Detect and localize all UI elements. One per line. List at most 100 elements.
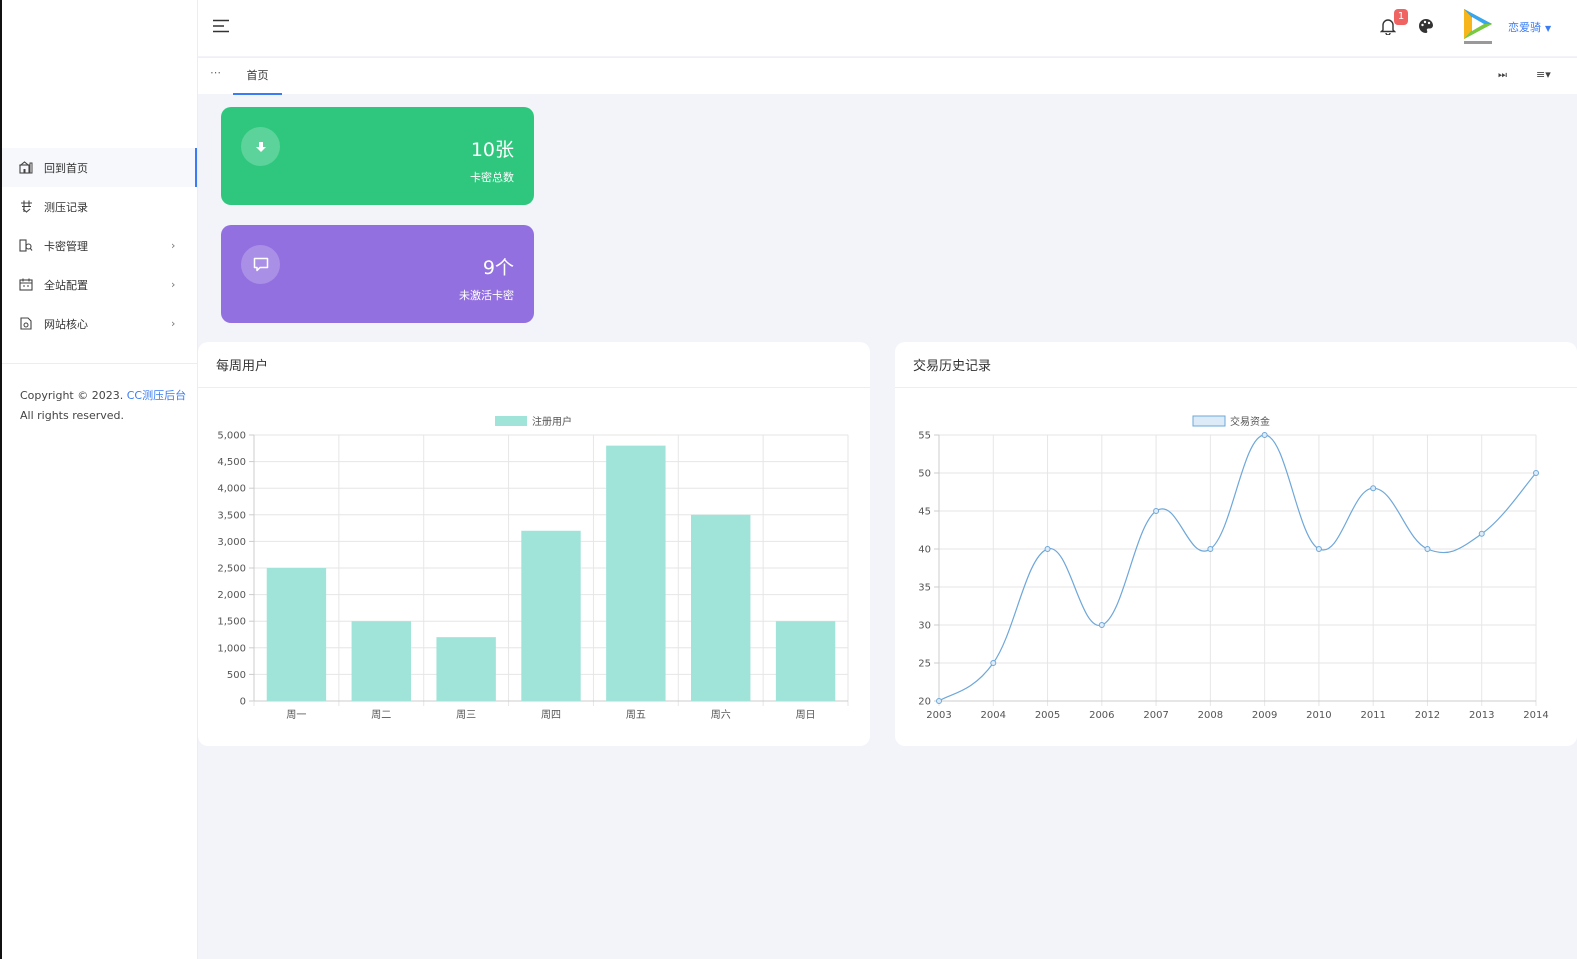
- palette-icon[interactable]: [1418, 18, 1436, 36]
- x-tick-label: 2009: [1252, 710, 1277, 721]
- y-tick-label: 2,000: [217, 590, 246, 601]
- y-tick-label: 30: [918, 621, 931, 632]
- sidebar-item-home[interactable]: 回到首页: [2, 148, 197, 187]
- y-tick-label: 50: [918, 469, 931, 480]
- sidebar-item-site-config[interactable]: 全站配置 ›: [2, 265, 197, 304]
- y-tick-label: 2,500: [217, 564, 246, 575]
- y-tick-label: 5,000: [217, 431, 246, 442]
- weekly-users-chart: 0 500 1,000 1,500 2,000 2,500 3,000 3,500 4,000 4…: [217, 415, 849, 721]
- x-tick-label: 2003: [926, 710, 951, 721]
- document-icon: [18, 316, 34, 332]
- legend-label: 交易资金: [1230, 415, 1270, 428]
- x-tick-label: 2004: [981, 710, 1006, 721]
- x-tick-label: 2007: [1143, 710, 1168, 721]
- calendar-icon: [18, 277, 34, 293]
- chevron-right-icon: ›: [171, 239, 176, 252]
- chevron-right-icon: ›: [171, 317, 176, 330]
- tab-bar: ⋯ 首页 ⏭ ≡▾: [198, 57, 1577, 95]
- notification-badge: 1: [1394, 9, 1408, 25]
- bar: [436, 637, 496, 701]
- bar: [775, 621, 836, 701]
- logo-area: [2, 0, 197, 100]
- bar: [521, 530, 581, 701]
- y-tick-label: 55: [918, 431, 931, 442]
- legend-label: 注册用户: [532, 415, 572, 428]
- sidebar-item-label: 回到首页: [44, 161, 88, 175]
- card-title: 交易历史记录: [895, 342, 1577, 388]
- data-point: [1153, 508, 1160, 514]
- y-tick-label: 20: [918, 697, 931, 708]
- y-tick-label: 40: [918, 545, 931, 556]
- weekly-users-card: 每周用户 0 500 1,000 1,500 2,000 2,500 3,000 3,500 4…: [198, 342, 870, 746]
- copyright-brand-link[interactable]: CC测压后台: [126, 389, 187, 402]
- y-tick-label: 35: [918, 583, 931, 594]
- legend-swatch: [495, 416, 527, 426]
- copyright-prefix: Copyright © 2023.: [20, 389, 124, 402]
- x-tick-label: 周日: [796, 709, 816, 721]
- stat-value: 9个: [482, 257, 514, 279]
- username-label: 恋爱骑: [1508, 21, 1541, 34]
- message-icon: [241, 245, 280, 284]
- y-tick-label: 3,000: [217, 537, 246, 548]
- bar: [266, 568, 327, 701]
- x-tick-label: 2005: [1035, 710, 1060, 721]
- data-point: [1370, 485, 1377, 492]
- y-tick-label: 3,500: [217, 510, 246, 521]
- sidebar-item-label: 卡密管理: [44, 239, 88, 253]
- x-tick-label: 2010: [1306, 710, 1331, 721]
- sidebar-item-label: 网站核心: [44, 317, 88, 331]
- window-edge: [0, 0, 2, 959]
- stat-value: 10张: [470, 139, 514, 161]
- tab-home[interactable]: 首页: [233, 58, 282, 95]
- x-tick-label: 2012: [1415, 710, 1440, 721]
- sidebar-nav: 回到首页 测压记录 卡密管理 › 全站配置 ›: [2, 148, 197, 343]
- bar: [691, 514, 751, 701]
- stat-card-total-cards: 10张 卡密总数: [221, 107, 534, 205]
- stat-label: 卡密总数: [470, 171, 514, 184]
- series-line: [938, 434, 1537, 702]
- x-tick-label: 2008: [1198, 710, 1223, 721]
- data-point: [990, 660, 997, 666]
- bar: [351, 621, 411, 701]
- bell-icon[interactable]: [1379, 17, 1398, 37]
- x-tick-label: 周四: [541, 709, 561, 721]
- menu-toggle-icon[interactable]: [212, 18, 232, 36]
- tab-scroll-right-button[interactable]: ⏭: [1498, 70, 1507, 81]
- data-point: [1533, 470, 1539, 476]
- y-tick-label: 500: [227, 670, 246, 681]
- bar: [606, 445, 666, 701]
- x-tick-label: 周六: [711, 709, 731, 721]
- x-tick-label: 周五: [626, 709, 646, 721]
- x-tick-label: 2014: [1523, 710, 1548, 721]
- x-tick-label: 周三: [456, 709, 476, 721]
- data-point: [1478, 530, 1485, 537]
- copyright-suffix: All rights reserved.: [20, 409, 125, 422]
- sidebar-item-site-core[interactable]: 网站核心 ›: [2, 304, 197, 343]
- data-point: [1261, 432, 1268, 438]
- y-tick-label: 0: [240, 697, 246, 708]
- sidebar: 回到首页 测压记录 卡密管理 › 全站配置 ›: [2, 0, 198, 959]
- y-tick-label: 1,500: [217, 617, 246, 628]
- data-point: [1207, 546, 1214, 552]
- tab-scroll-left-button[interactable]: ⋯: [210, 66, 221, 79]
- avatar[interactable]: [1460, 6, 1496, 46]
- y-tick-label: 4,000: [217, 484, 246, 495]
- data-point: [936, 698, 942, 704]
- transaction-history-card: 交易历史记录 20 25 30 35 40 45 50 55 2003 2004 2005 2006 2…: [895, 342, 1577, 746]
- data-point: [1098, 622, 1105, 628]
- user-menu[interactable]: 恋爱骑 ▼: [1508, 19, 1551, 35]
- data-point: [1044, 546, 1051, 552]
- card-search-icon: [18, 238, 34, 254]
- y-tick-label: 1,000: [217, 643, 246, 654]
- card-title: 每周用户: [198, 342, 870, 388]
- x-tick-label: 2006: [1089, 710, 1114, 721]
- data-point: [1315, 546, 1322, 552]
- tab-menu-button[interactable]: ≡▾: [1536, 68, 1551, 81]
- data-point: [1424, 546, 1431, 552]
- x-tick-label: 2011: [1360, 710, 1385, 721]
- x-tick-label: 周二: [371, 709, 391, 721]
- sidebar-item-card-management[interactable]: 卡密管理 ›: [2, 226, 197, 265]
- x-tick-label: 2013: [1469, 710, 1494, 721]
- sidebar-item-label: 全站配置: [44, 278, 88, 292]
- sidebar-item-records[interactable]: 测压记录: [2, 187, 197, 226]
